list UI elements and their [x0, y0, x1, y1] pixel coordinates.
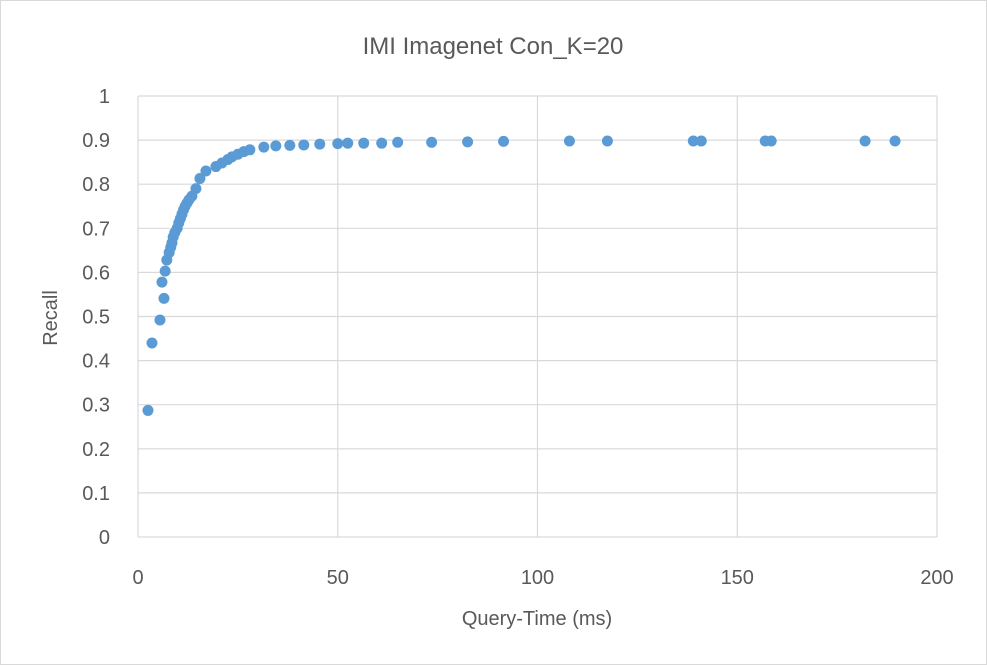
chart-title: IMI Imagenet Con_K=20 — [363, 33, 624, 60]
x-tick-label: 150 — [721, 567, 754, 589]
x-tick-label: 200 — [920, 567, 953, 589]
y-tick-label: 0.8 — [82, 174, 110, 196]
data-point — [601, 135, 613, 147]
data-points — [142, 135, 901, 416]
data-point — [342, 137, 354, 149]
data-point — [200, 165, 212, 177]
y-axis-label: Recall — [40, 290, 62, 346]
data-point — [154, 314, 166, 326]
data-point — [889, 135, 901, 147]
data-point — [284, 139, 296, 151]
x-axis-label: Query-Time (ms) — [462, 608, 612, 630]
y-tick-label: 0.1 — [82, 483, 110, 505]
data-point — [332, 138, 344, 150]
data-point — [190, 183, 202, 195]
data-point — [765, 135, 777, 147]
data-point — [314, 138, 326, 150]
data-point — [358, 137, 370, 149]
data-point — [142, 404, 154, 416]
data-point — [392, 136, 404, 148]
y-tick-label: 0.3 — [82, 395, 110, 417]
data-point — [270, 140, 282, 152]
data-point — [158, 292, 170, 304]
data-point — [376, 137, 388, 149]
data-point — [563, 135, 575, 147]
y-tick-label: 0.9 — [82, 130, 110, 152]
tick-labels: 0 0.1 0.2 0.3 0.4 0.5 0.6 0.7 0.8 0.9 1 0 50 100 150 20… — [82, 86, 954, 589]
y-tick-label: 0.4 — [82, 351, 110, 373]
data-point — [498, 135, 510, 147]
data-point — [258, 141, 270, 153]
data-point — [298, 139, 310, 151]
y-tick-label: 0.2 — [82, 439, 110, 461]
data-point — [244, 144, 256, 156]
data-point — [159, 265, 171, 277]
data-point — [687, 135, 699, 147]
y-tick-label: 0 — [99, 527, 110, 549]
x-tick-label: 100 — [521, 567, 554, 589]
data-point — [194, 172, 206, 184]
y-tick-label: 1 — [99, 86, 110, 108]
y-tick-label: 0.6 — [82, 262, 110, 284]
data-point — [156, 276, 168, 288]
data-point — [695, 135, 707, 147]
x-tick-label: 0 — [132, 567, 143, 589]
data-point — [146, 337, 158, 349]
x-tick-label: 50 — [327, 567, 349, 589]
gridlines — [137, 95, 938, 538]
data-point — [859, 135, 871, 147]
data-point — [426, 136, 438, 148]
data-point — [462, 136, 474, 148]
y-tick-label: 0.5 — [82, 307, 110, 329]
y-tick-label: 0.7 — [82, 218, 110, 240]
